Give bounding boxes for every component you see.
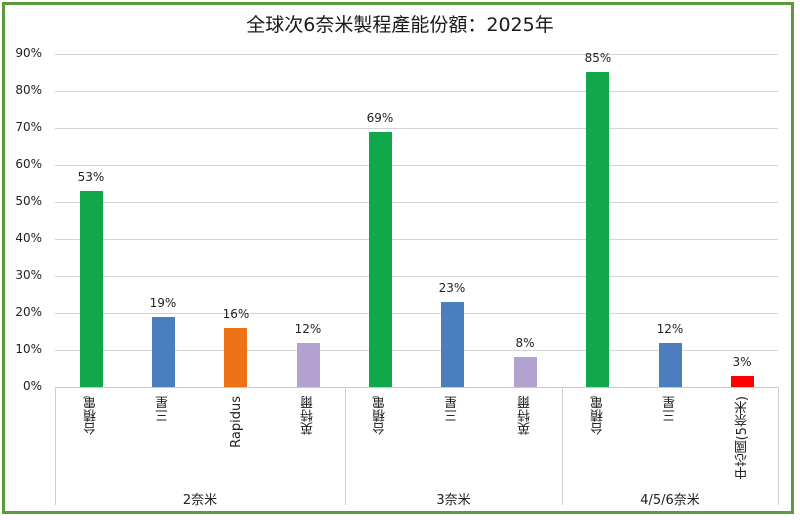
x-category-label: 台積電	[83, 396, 99, 435]
y-tick-10: 10%	[15, 342, 42, 356]
bar-3nm-intel	[514, 357, 537, 387]
chart-title: 全球次6奈米製程產能份額：2025年	[246, 14, 554, 36]
gridline	[55, 202, 778, 203]
bar-2nm-rapidus	[224, 328, 247, 387]
y-tick-40: 40%	[15, 231, 42, 245]
gridline	[55, 165, 778, 166]
value-label: 19%	[149, 296, 177, 310]
gridline	[55, 239, 778, 240]
y-tick-60: 60%	[15, 157, 42, 171]
x-category-label: 英特爾	[300, 396, 316, 435]
bar-2nm-intel	[297, 343, 320, 387]
x-category-label: 台積電	[372, 396, 388, 435]
gridline	[55, 54, 778, 55]
y-tick-70: 70%	[15, 120, 42, 134]
value-label: 8%	[515, 336, 535, 350]
group-separator	[345, 387, 346, 505]
value-label: 69%	[366, 111, 394, 125]
bar-2nm-tsmc	[80, 191, 103, 387]
value-label: 85%	[584, 51, 612, 65]
y-tick-30: 30%	[15, 268, 42, 282]
bar-456nm-tsmc	[586, 72, 609, 387]
chart-frame	[2, 2, 794, 514]
gridline	[55, 313, 778, 314]
group-separator	[55, 387, 56, 505]
value-label: 53%	[77, 170, 105, 184]
value-label: 23%	[438, 281, 466, 295]
group-label-456nm: 4/5/6奈米	[640, 493, 700, 508]
value-label: 12%	[656, 322, 684, 336]
group-separator	[778, 387, 779, 505]
gridline	[55, 350, 778, 351]
bar-456nm-smic	[731, 376, 754, 387]
value-label: 3%	[732, 355, 752, 369]
bar-2nm-samsung	[152, 317, 175, 387]
bar-3nm-tsmc	[369, 132, 392, 387]
bar-3nm-samsung	[441, 302, 464, 387]
x-category-label: 三星	[662, 396, 678, 422]
x-category-label: 台積電	[590, 396, 606, 435]
gridline	[55, 128, 778, 129]
gridline	[55, 91, 778, 92]
value-label: 12%	[294, 322, 322, 336]
value-label: 16%	[222, 307, 250, 321]
y-tick-0: 0%	[22, 379, 42, 393]
bar-456nm-samsung	[659, 343, 682, 387]
y-tick-80: 80%	[15, 83, 42, 97]
x-category-label: 三星	[155, 396, 171, 422]
x-category-label: Rapidus	[228, 396, 244, 448]
group-label-2nm: 2奈米	[182, 493, 218, 508]
x-category-label: 中芯國(5奈米)	[734, 396, 750, 480]
y-tick-20: 20%	[15, 305, 42, 319]
x-axis-line	[55, 387, 778, 388]
y-tick-90: 90%	[15, 46, 42, 60]
group-label-3nm: 3奈米	[436, 493, 471, 508]
x-category-label: 英特爾	[517, 396, 533, 435]
group-separator	[562, 387, 563, 505]
y-tick-50: 50%	[15, 194, 42, 208]
gridline	[55, 276, 778, 277]
x-category-label: 三星	[444, 396, 460, 422]
